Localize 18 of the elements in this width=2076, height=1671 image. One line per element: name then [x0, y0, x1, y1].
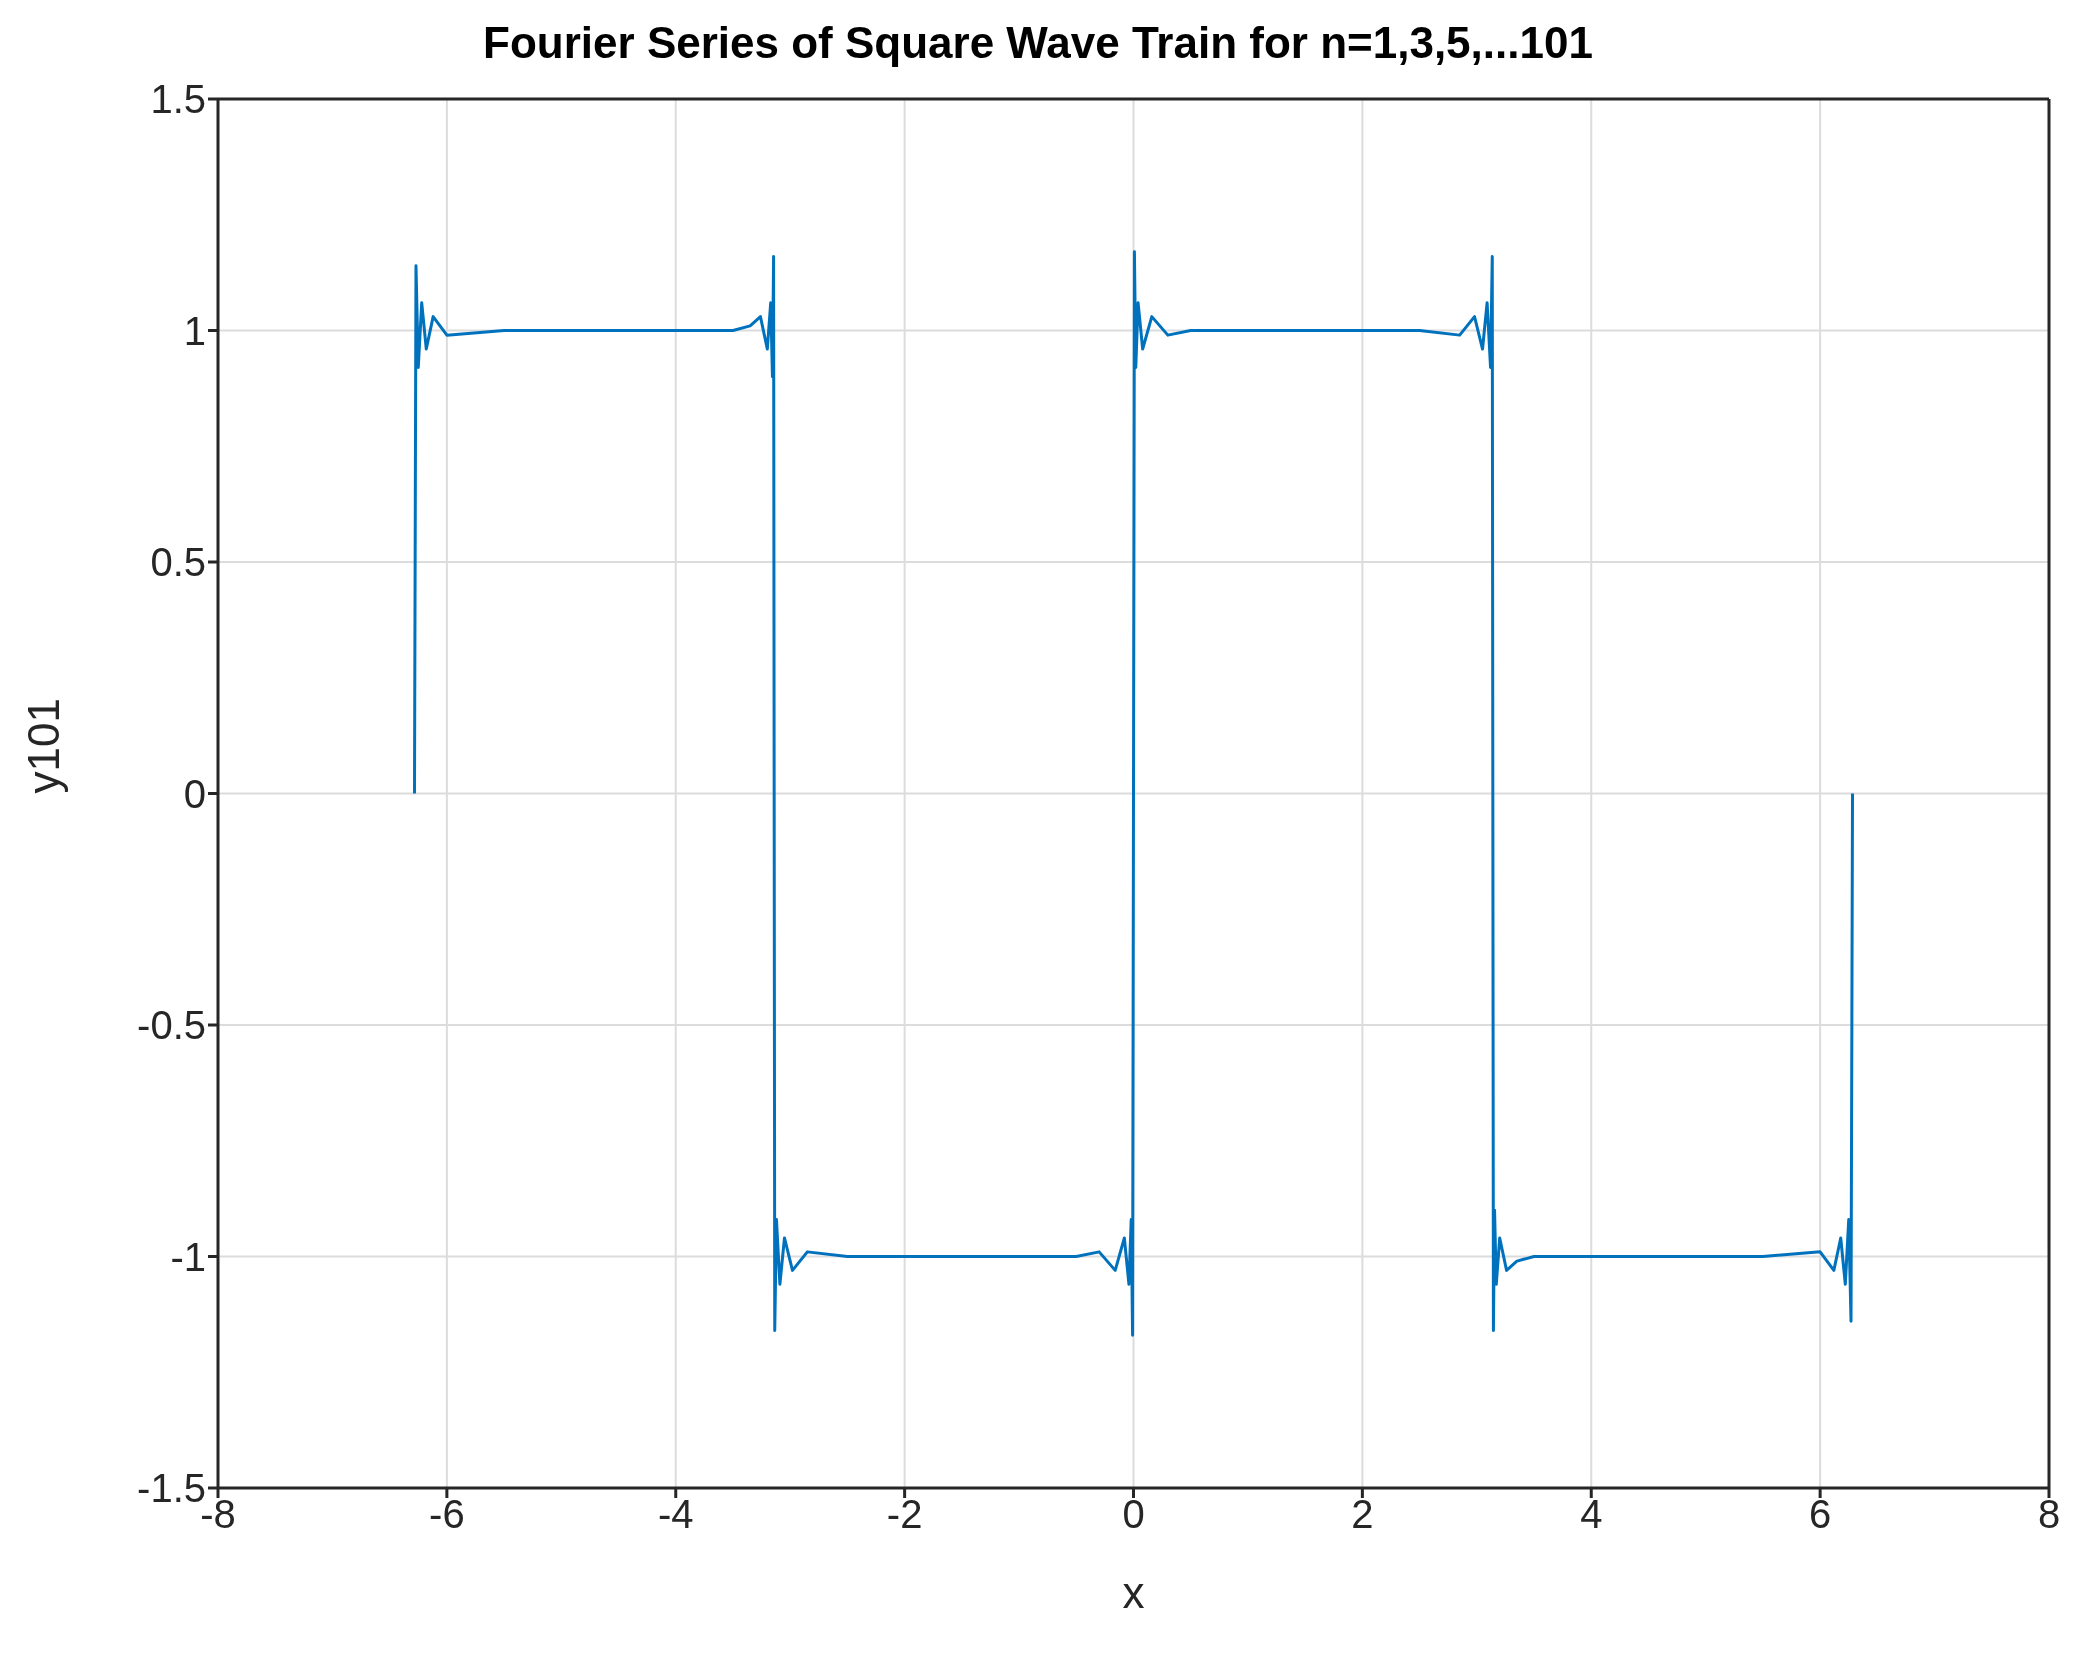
- x-tick-label: 2: [1351, 1492, 1374, 1537]
- x-tick-label: -6: [429, 1492, 465, 1537]
- x-axis-title: x: [1122, 1568, 1145, 1617]
- y-tick-label: 1: [183, 308, 206, 353]
- y-tick-label: -0.5: [137, 1003, 206, 1048]
- x-tick-label: -4: [657, 1492, 694, 1537]
- x-tick-label: 6: [1809, 1492, 1832, 1537]
- chart-title: Fourier Series of Square Wave Train for n=1,3,5,...101: [482, 17, 1594, 69]
- x-tick-label: 0: [1122, 1492, 1145, 1537]
- x-tick-label: -2: [886, 1492, 923, 1537]
- x-tick-label: 8: [2037, 1492, 2061, 1537]
- y-tick-label: -1: [170, 1234, 206, 1279]
- y-tick-label: 0: [183, 771, 206, 816]
- y-tick-label: 1.5: [150, 77, 206, 122]
- line-series: [412, 250, 1855, 1337]
- x-tick-label: 4: [1580, 1492, 1603, 1537]
- y-axis-title: y101: [18, 698, 68, 794]
- y-tick-label: 0.5: [150, 540, 206, 585]
